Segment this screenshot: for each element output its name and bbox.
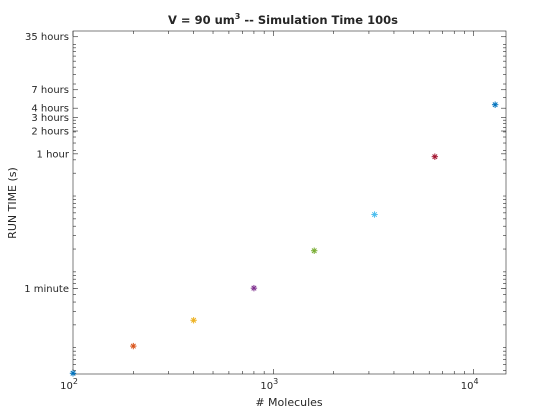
data-point bbox=[250, 284, 258, 292]
data-point bbox=[190, 317, 197, 324]
y-tick-label: 4 hours bbox=[31, 104, 69, 115]
data-point bbox=[431, 153, 439, 160]
y-tick-label: 2 hours bbox=[31, 127, 69, 138]
x-tick-label: 102 bbox=[60, 377, 78, 392]
x-axis: 102 103 104 bbox=[60, 31, 479, 392]
y-tick-label: 3 hours bbox=[31, 113, 69, 124]
x-tick-label: 103 bbox=[260, 377, 278, 392]
data-point bbox=[130, 342, 137, 350]
data-series bbox=[69, 101, 499, 377]
plot-area bbox=[72, 30, 507, 375]
data-point bbox=[69, 370, 77, 377]
y-tick-label: 1 hour bbox=[37, 149, 70, 160]
x-tick-label: 104 bbox=[461, 377, 479, 392]
chart-title: V = 90 um3 -- Simulation Time 100s bbox=[168, 12, 398, 27]
x-axis-label: # Molecules bbox=[255, 396, 323, 409]
data-point bbox=[491, 101, 499, 108]
y-axis-label: RUN TIME (s) bbox=[6, 167, 19, 239]
data-point bbox=[311, 247, 318, 254]
data-point bbox=[371, 211, 378, 218]
y-tick-label: 1 minute bbox=[24, 284, 69, 295]
y-tick-label: 7 hours bbox=[31, 85, 69, 96]
y-tick-label: 35 hours bbox=[25, 32, 69, 43]
